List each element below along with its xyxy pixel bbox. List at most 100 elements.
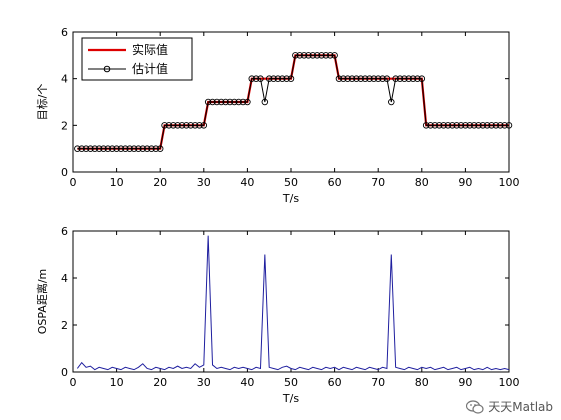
data-point <box>156 145 164 152</box>
data-point <box>370 75 378 82</box>
data-point <box>231 98 238 106</box>
data-point <box>309 52 317 59</box>
watermark-text: 天天Matlab <box>488 400 553 414</box>
data-point <box>366 75 373 82</box>
data-point <box>174 122 181 129</box>
x-tick-label: 80 <box>415 176 429 189</box>
data-point <box>226 98 234 106</box>
data-point <box>440 122 447 129</box>
x-tick-label: 80 <box>415 376 429 389</box>
watermark: 天天Matlab <box>466 398 553 415</box>
data-point <box>257 75 264 82</box>
data-point <box>488 122 495 129</box>
y-tick-label: 4 <box>61 272 68 285</box>
data-point <box>239 98 247 106</box>
data-point <box>483 122 491 129</box>
data-point <box>82 145 90 152</box>
x-tick-label: 0 <box>70 176 77 189</box>
data-point <box>287 75 295 82</box>
data-point <box>117 145 125 152</box>
x-tick-label: 40 <box>240 376 254 389</box>
data-point <box>139 145 147 152</box>
data-point <box>466 122 474 129</box>
data-point <box>161 122 168 129</box>
data-point <box>331 52 338 59</box>
legend-label-1: 估计值 <box>132 61 168 76</box>
data-point <box>100 145 107 152</box>
data-point <box>388 98 395 106</box>
x-tick-label: 90 <box>458 176 472 189</box>
data-point <box>170 122 177 129</box>
data-point <box>422 122 430 129</box>
data-point <box>135 145 142 152</box>
data-point <box>244 98 251 106</box>
y-tick-label: 0 <box>61 166 68 179</box>
data-point <box>313 52 321 59</box>
data-point <box>283 75 290 82</box>
x-tick-label: 90 <box>458 376 472 389</box>
data-point <box>361 75 369 82</box>
data-point <box>453 122 460 129</box>
x-tick-label: 30 <box>197 376 211 389</box>
data-point <box>274 75 282 82</box>
data-point <box>187 122 194 129</box>
data-point <box>431 122 439 129</box>
y-tick-label: 0 <box>61 366 68 379</box>
x-tick-label: 20 <box>153 176 167 189</box>
data-point <box>470 122 478 129</box>
data-point <box>152 145 160 152</box>
x-tick-label: 30 <box>197 176 211 189</box>
x-axis-label: T/s <box>282 192 299 205</box>
data-point <box>449 122 456 129</box>
data-point <box>178 122 186 129</box>
data-point <box>270 75 277 82</box>
data-point <box>348 75 356 82</box>
data-point <box>122 145 129 152</box>
data-point <box>409 75 417 82</box>
data-point <box>148 145 155 152</box>
y-tick-label: 2 <box>61 319 68 332</box>
data-point <box>296 52 303 59</box>
data-point <box>222 98 229 106</box>
y-tick-label: 6 <box>61 225 68 238</box>
data-point <box>414 75 421 82</box>
data-point <box>300 52 308 59</box>
data-point <box>130 145 138 152</box>
y-axis-label: 目标/个 <box>35 84 49 121</box>
y-tick-label: 4 <box>61 73 68 86</box>
data-point <box>91 145 99 152</box>
data-point <box>405 75 412 82</box>
x-tick-label: 50 <box>284 176 298 189</box>
legend-label-0: 实际值 <box>132 42 168 57</box>
data-point <box>74 145 81 152</box>
legend <box>81 37 193 81</box>
data-point <box>200 122 208 129</box>
data-point <box>235 98 242 106</box>
data-point <box>78 145 85 152</box>
x-tick-label: 70 <box>371 176 385 189</box>
data-point <box>457 122 465 129</box>
data-point <box>279 75 286 82</box>
x-tick-label: 60 <box>328 376 342 389</box>
data-point <box>383 75 391 82</box>
y-tick-label: 6 <box>61 26 68 39</box>
data-point <box>374 75 382 82</box>
data-point <box>183 122 190 129</box>
data-point <box>396 75 404 82</box>
data-point <box>95 145 103 152</box>
plot-ospa: 0 10 20 30 40 50 60 70 80 90 100 0 2 4 6 T/s OSPA距离/m <box>35 225 520 405</box>
data-point <box>248 75 256 82</box>
x-tick-label: 10 <box>110 176 124 189</box>
data-point <box>165 122 173 129</box>
data-point <box>357 75 365 82</box>
data-point <box>204 98 212 106</box>
data-point <box>217 98 225 106</box>
data-point <box>318 52 325 59</box>
data-point <box>209 98 216 106</box>
data-point <box>108 145 116 152</box>
data-point <box>427 122 434 129</box>
data-point <box>126 145 133 152</box>
data-point <box>492 122 500 129</box>
data-point <box>505 122 513 129</box>
